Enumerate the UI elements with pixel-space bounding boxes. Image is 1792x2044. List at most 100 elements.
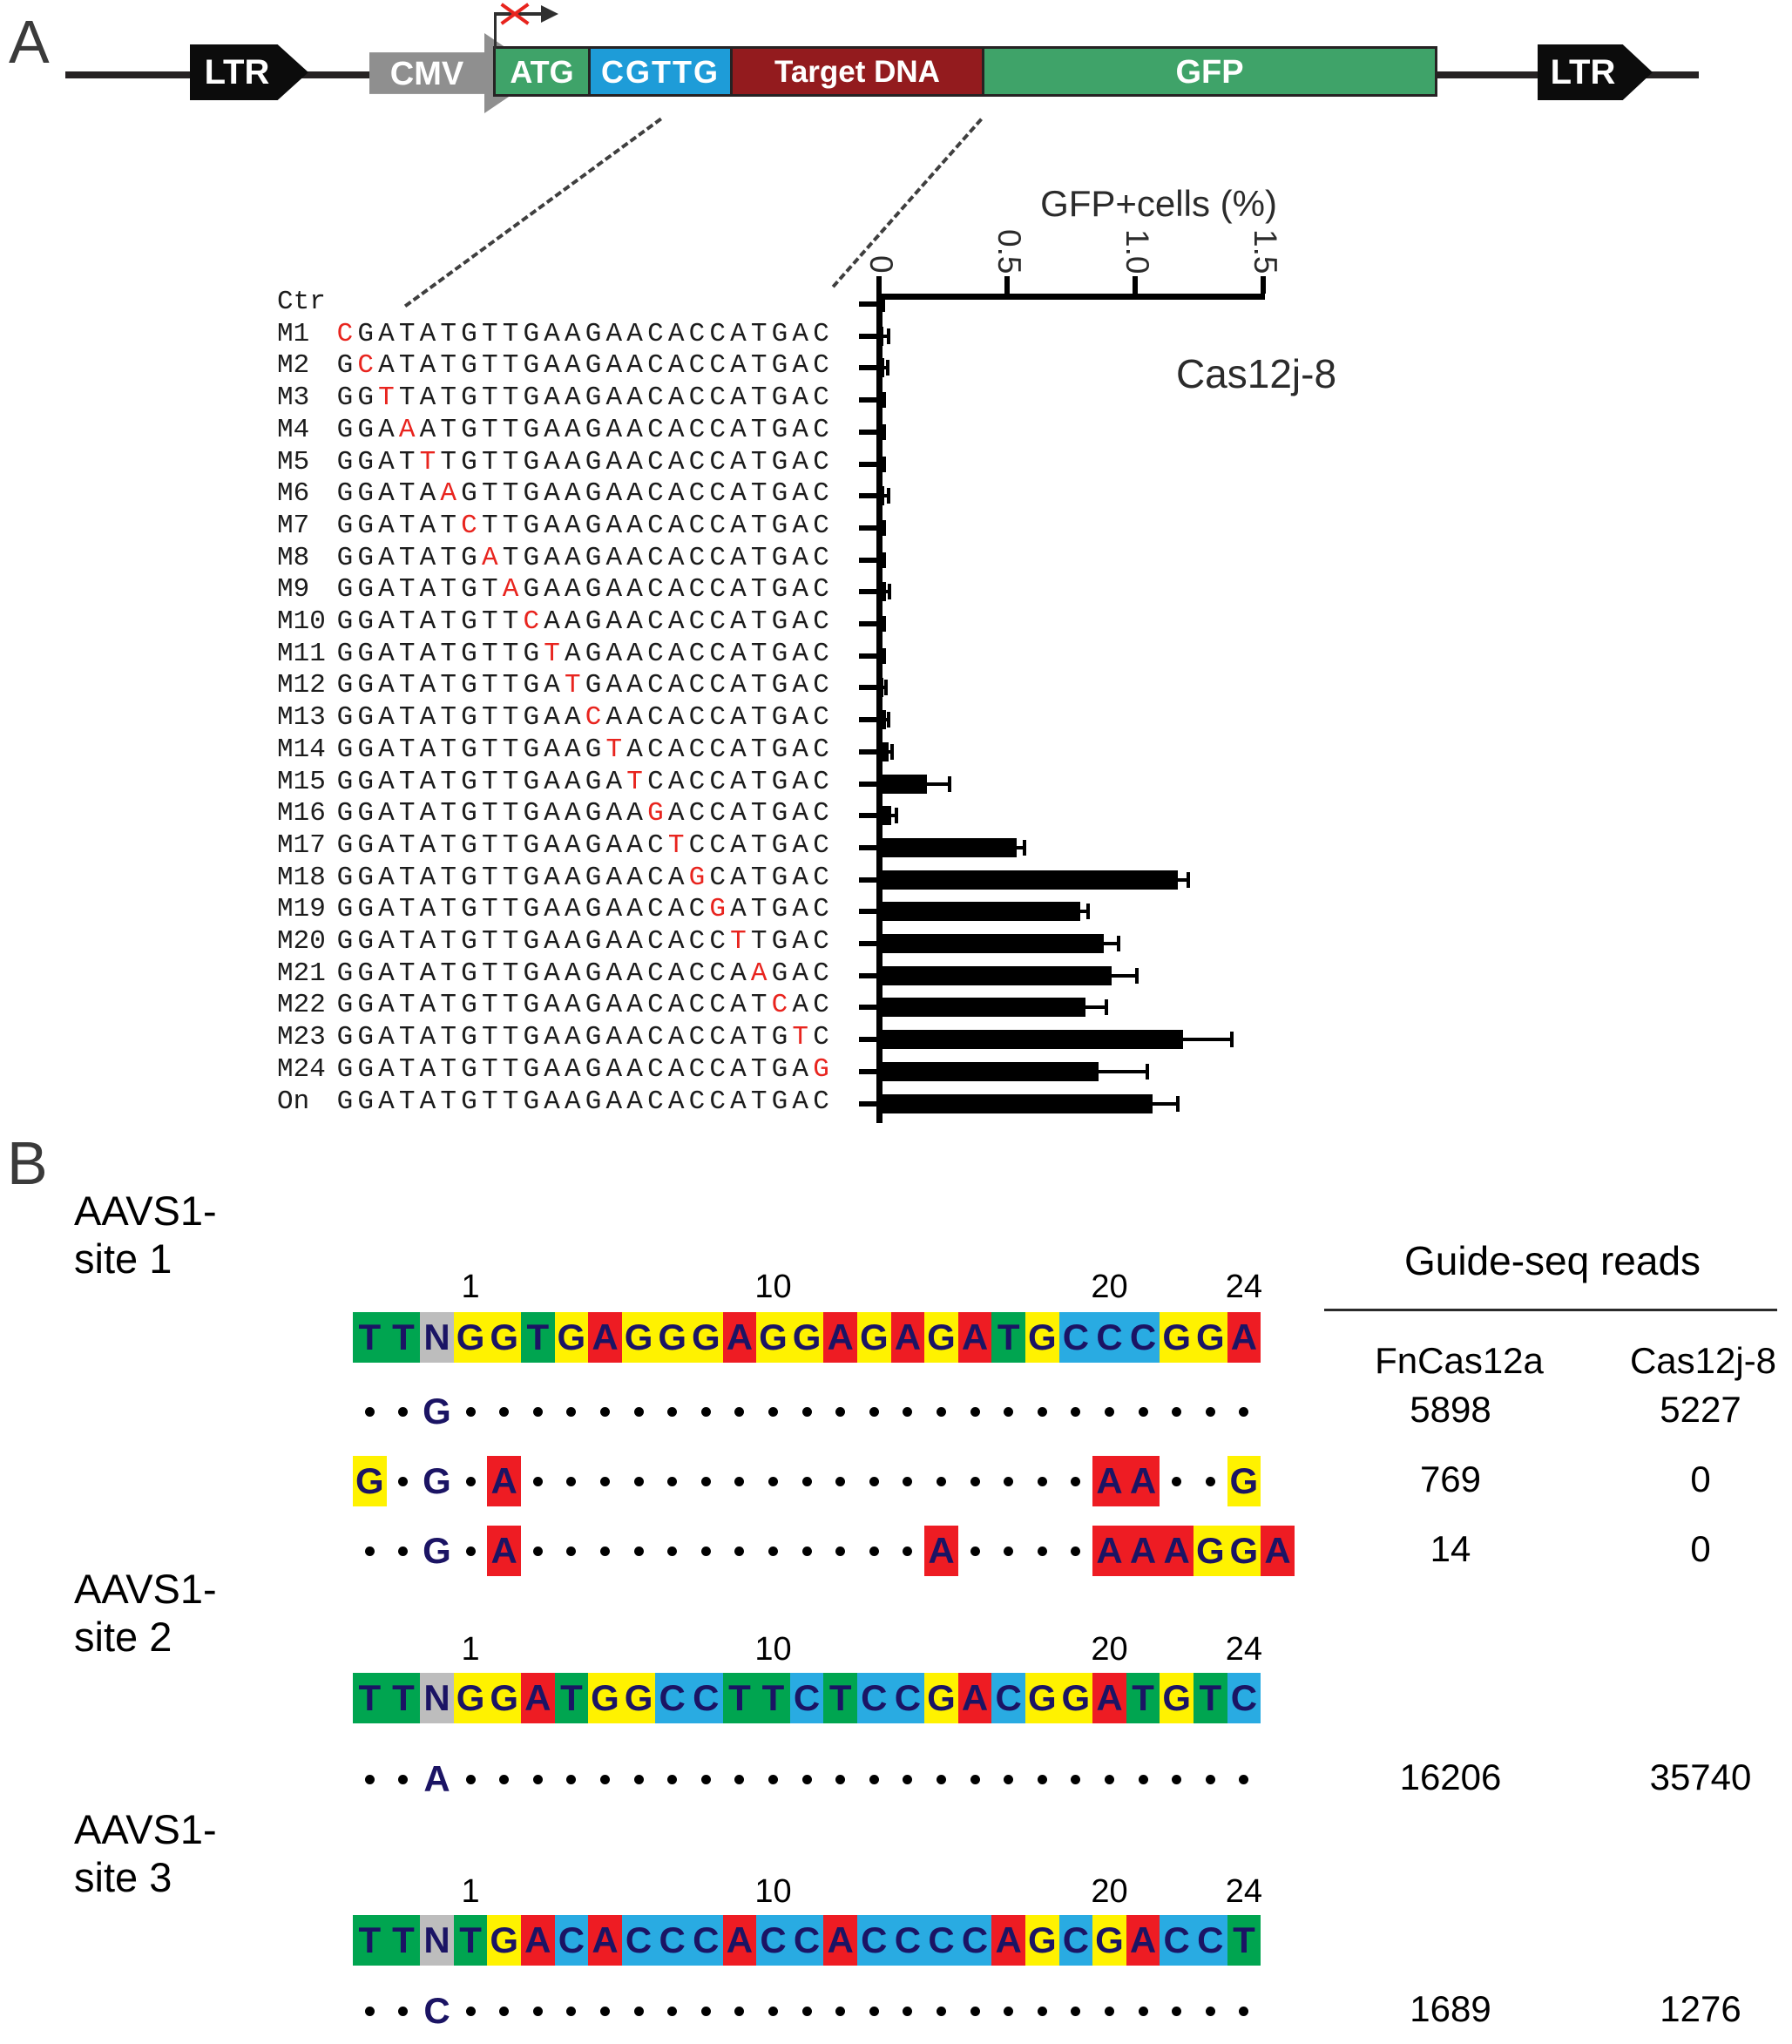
ltr-left-box: LTR [190, 44, 308, 100]
base: A [626, 318, 643, 349]
offtarget-dot [903, 1774, 913, 1784]
row-error-cap [885, 360, 889, 376]
base: A [605, 829, 623, 861]
offtarget-mismatch-cell: A [924, 1526, 958, 1576]
target-cell: A [722, 1915, 757, 1966]
base: G [357, 510, 374, 541]
base: C [688, 606, 706, 637]
base: A [792, 670, 809, 701]
base: A [667, 318, 685, 349]
row-error-line [1111, 973, 1137, 978]
atg-box: ATG [493, 46, 591, 97]
offtarget-dot [801, 1476, 812, 1486]
base: A [792, 414, 809, 445]
row-bar [878, 550, 882, 570]
base: A [792, 446, 809, 477]
base: A [378, 926, 395, 957]
target-cell: C [1126, 1312, 1160, 1363]
row-error-cap [1145, 1063, 1149, 1080]
offtarget-dot [835, 1476, 846, 1486]
base: A [565, 478, 581, 510]
base: T [481, 510, 498, 541]
row-label: M8 [277, 542, 310, 573]
offtarget-dot [1172, 1406, 1182, 1417]
row-axis-tick [859, 525, 876, 531]
base: G [336, 829, 354, 861]
base: G [336, 990, 354, 1021]
x-tick-label: 1.0 [1119, 228, 1155, 274]
row-label: M18 [277, 862, 326, 893]
base: G [585, 990, 602, 1021]
base: G [771, 510, 788, 541]
x-tick-label: 1.5 [1248, 228, 1283, 274]
base: A [544, 734, 560, 765]
base: A [565, 1022, 581, 1053]
base: T [398, 638, 416, 669]
base: G [523, 318, 540, 349]
base: T [440, 510, 457, 541]
mutated-base: T [626, 766, 643, 797]
base: G [357, 414, 374, 445]
base: A [605, 958, 623, 989]
offtarget-letter: G [423, 1460, 451, 1501]
base: T [502, 1022, 519, 1053]
base: A [792, 958, 809, 989]
base: A [378, 894, 395, 925]
target-cell: A [521, 1915, 555, 1966]
base: C [709, 350, 726, 382]
target-cell: C [1194, 1915, 1227, 1966]
row-bar [878, 741, 889, 761]
offtarget-dot [1138, 2006, 1148, 2016]
base: G [523, 510, 540, 541]
base: A [730, 1022, 747, 1053]
mutated-base: C [523, 606, 540, 637]
target-cell: G [689, 1312, 723, 1363]
base: G [523, 574, 540, 606]
base: A [378, 670, 395, 701]
offtarget-dot [734, 1546, 745, 1556]
row-bar [878, 934, 1104, 953]
row-label: On [277, 1086, 310, 1117]
target-cell: T [554, 1673, 589, 1723]
base: A [378, 990, 395, 1021]
base: C [688, 1022, 706, 1053]
tss-arrowhead-icon [541, 5, 558, 23]
base: T [440, 734, 457, 765]
base: C [647, 990, 664, 1021]
offtarget-dot [600, 1406, 610, 1417]
offtarget-dot [499, 2006, 510, 2016]
base: A [378, 766, 395, 797]
base: G [585, 862, 602, 893]
offtarget-dot [1138, 1774, 1148, 1784]
base: G [336, 606, 354, 637]
base: A [565, 606, 581, 637]
row-error-cap [1134, 967, 1139, 984]
target-cell: C [890, 1673, 925, 1723]
base: A [605, 1053, 623, 1085]
base: G [585, 1022, 602, 1053]
base: A [730, 670, 747, 701]
row-error-cap [887, 712, 891, 728]
x-tick-mark [876, 276, 882, 294]
base: A [730, 478, 747, 510]
base: T [481, 958, 498, 989]
ltr-left-label: LTR [204, 53, 270, 91]
offtarget-dot [937, 1774, 946, 1784]
base: T [440, 350, 457, 382]
offtarget-dot [1071, 1406, 1081, 1417]
base: A [667, 510, 685, 541]
row-error-cap [894, 808, 898, 824]
base: A [419, 350, 436, 382]
offtarget-dot [801, 1406, 812, 1417]
base: T [502, 1086, 519, 1117]
base: G [523, 1053, 540, 1085]
offtarget-letter: C [423, 1990, 450, 2031]
offtarget-letter: G [423, 1391, 451, 1431]
base: T [440, 766, 457, 797]
target-dna-label: Target DNA [774, 55, 940, 89]
row-label: M1 [277, 318, 310, 349]
base: G [461, 350, 477, 382]
base: A [544, 1086, 560, 1117]
